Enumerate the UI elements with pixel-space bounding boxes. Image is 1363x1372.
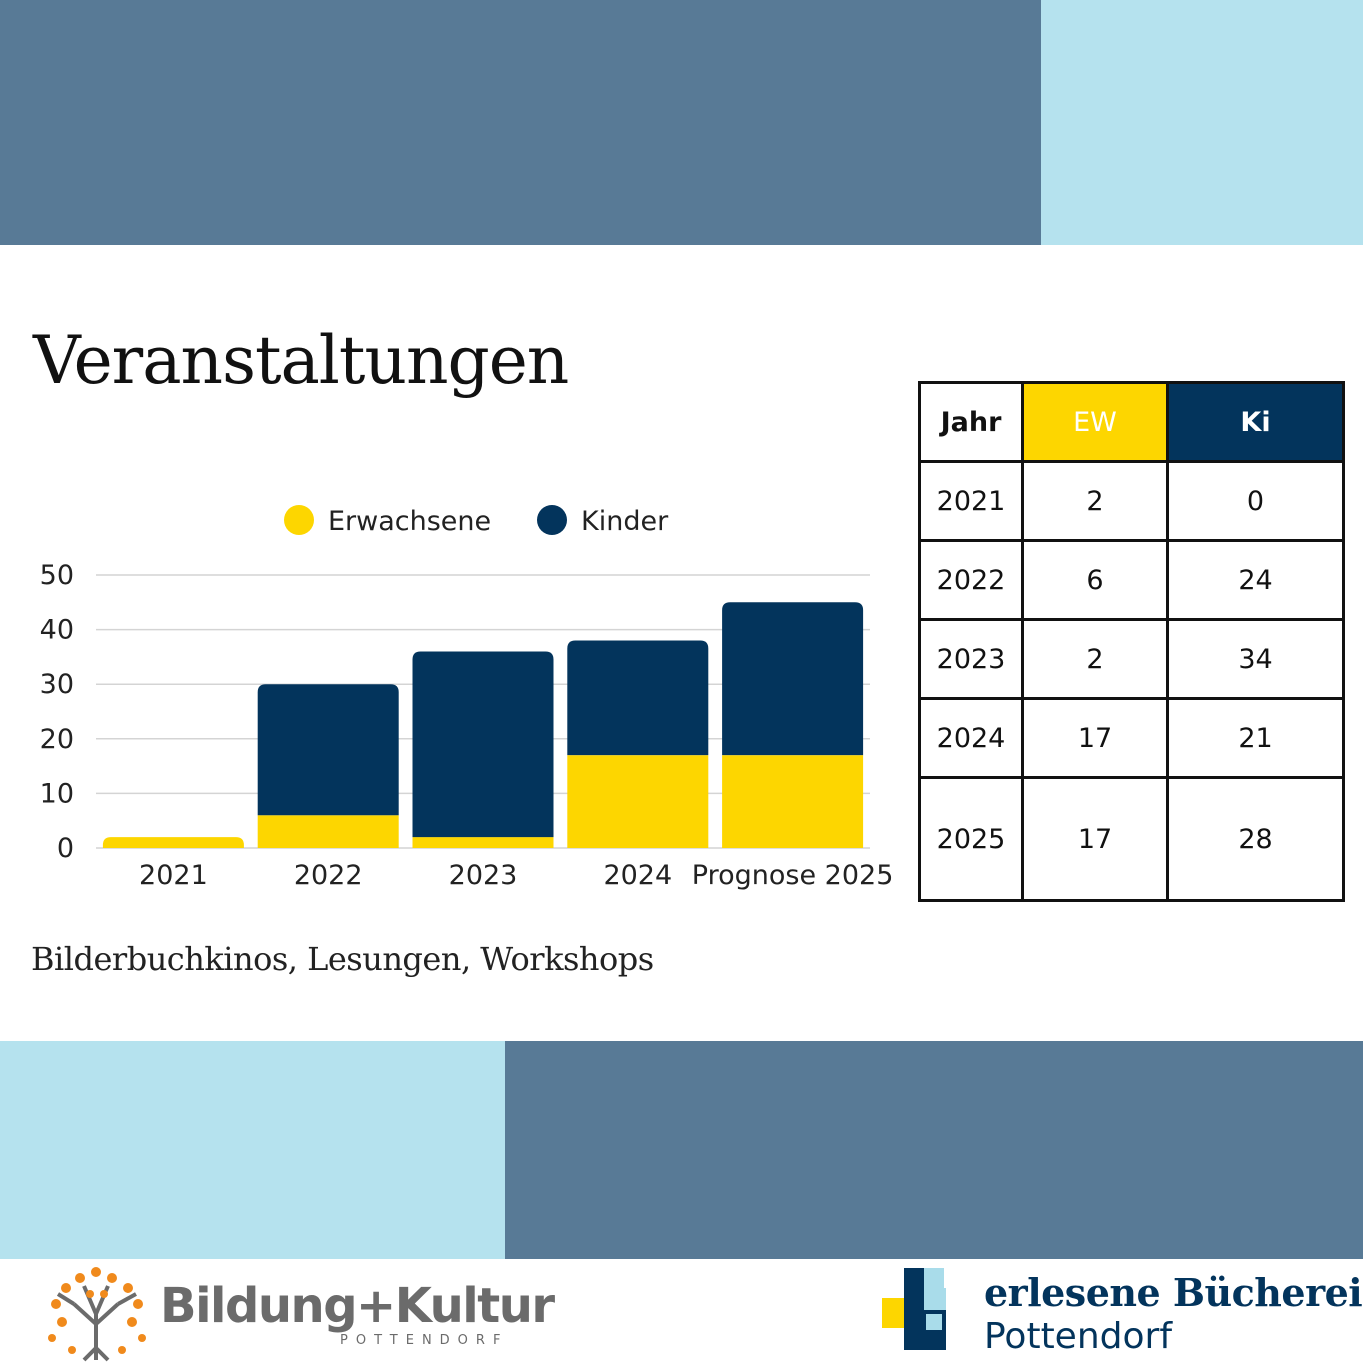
bar-kinder (567, 640, 709, 756)
bar-kinder (722, 602, 864, 756)
y-tick-label: 40 (40, 615, 74, 646)
bar-erwachsene (567, 755, 709, 848)
footer-band-light (0, 1041, 505, 1259)
table-header-row: Jahr EW Ki (918, 381, 1345, 463)
cell-year: 2023 (918, 618, 1024, 700)
cell-ew: 17 (1021, 697, 1169, 779)
table-row: 2021 2 0 (918, 460, 1345, 542)
cell-year: 2024 (918, 697, 1024, 779)
bar-erwachsene (102, 837, 244, 848)
cell-ew: 6 (1021, 539, 1169, 621)
x-tick-label: 2021 (139, 860, 208, 891)
cell-ew: 2 (1021, 618, 1169, 700)
erlesene-buecherei-line1: erlesene Bücherei (984, 1270, 1363, 1315)
cell-ki: 34 (1166, 618, 1345, 700)
y-tick-label: 20 (40, 724, 74, 755)
cell-ew: 17 (1021, 776, 1169, 902)
cell-ki: 0 (1166, 460, 1345, 542)
bar-erwachsene (722, 755, 864, 848)
erlesene-buecherei-line2: Pottendorf (984, 1316, 1172, 1357)
bildung-kultur-wordmark: Bildung+Kultur (160, 1278, 555, 1334)
y-tick-label: 30 (40, 669, 74, 700)
header-ki: Ki (1166, 381, 1345, 463)
cell-ki: 28 (1166, 776, 1345, 902)
y-tick-label: 50 (40, 560, 74, 591)
data-table: Jahr EW Ki 2021 2 0 2022 6 24 2023 2 34 … (918, 381, 1345, 902)
x-tick-label: Prognose 2025 (692, 860, 894, 891)
legend-label: Kinder (581, 506, 669, 537)
table-row: 2022 6 24 (918, 539, 1345, 621)
footer-band-dark (505, 1041, 1363, 1259)
cell-year: 2022 (918, 539, 1024, 621)
cell-year: 2025 (918, 776, 1024, 902)
table-row: 2024 17 21 (918, 697, 1345, 779)
cell-ew: 2 (1021, 460, 1169, 542)
x-tick-label: 2022 (294, 860, 363, 891)
legend-label: Erwachsene (328, 506, 491, 537)
page-title: Veranstaltungen (33, 322, 569, 399)
bar-kinder (257, 684, 399, 816)
table-row: 2023 2 34 (918, 618, 1345, 700)
y-tick-label: 0 (57, 833, 74, 864)
bildung-kultur-logo: Bildung+Kultur POTTENDORF (44, 1264, 555, 1364)
cell-year: 2021 (918, 460, 1024, 542)
header-jahr: Jahr (918, 381, 1024, 463)
bar-erwachsene (257, 815, 399, 848)
legend-marker (284, 505, 314, 535)
x-tick-label: 2024 (603, 860, 672, 891)
bar-erwachsene (412, 837, 554, 848)
table-row: 2025 17 28 (918, 776, 1345, 902)
bildung-kultur-subline: POTTENDORF (340, 1333, 509, 1348)
header-band-light (1041, 0, 1363, 245)
y-tick-label: 10 (40, 778, 74, 809)
tree-icon (48, 1267, 146, 1362)
stacked-bar-chart: 0 10 20 30 40 50 Erwachsene Kinder 2021 2022 2023 2… (40, 505, 894, 891)
header-ew: EW (1021, 381, 1169, 463)
header-band-dark (0, 0, 1041, 245)
subtitle: Bilderbuchkinos, Lesungen, Workshops (31, 940, 654, 978)
x-tick-label: 2023 (449, 860, 518, 891)
bar-kinder (412, 651, 554, 838)
cell-ki: 21 (1166, 697, 1345, 779)
erlesene-buecherei-logo: erlesene Bücherei Pottendorf (880, 1264, 1363, 1364)
legend-marker (537, 505, 567, 535)
cell-ki: 24 (1166, 539, 1345, 621)
book-blocks-icon (882, 1268, 946, 1350)
